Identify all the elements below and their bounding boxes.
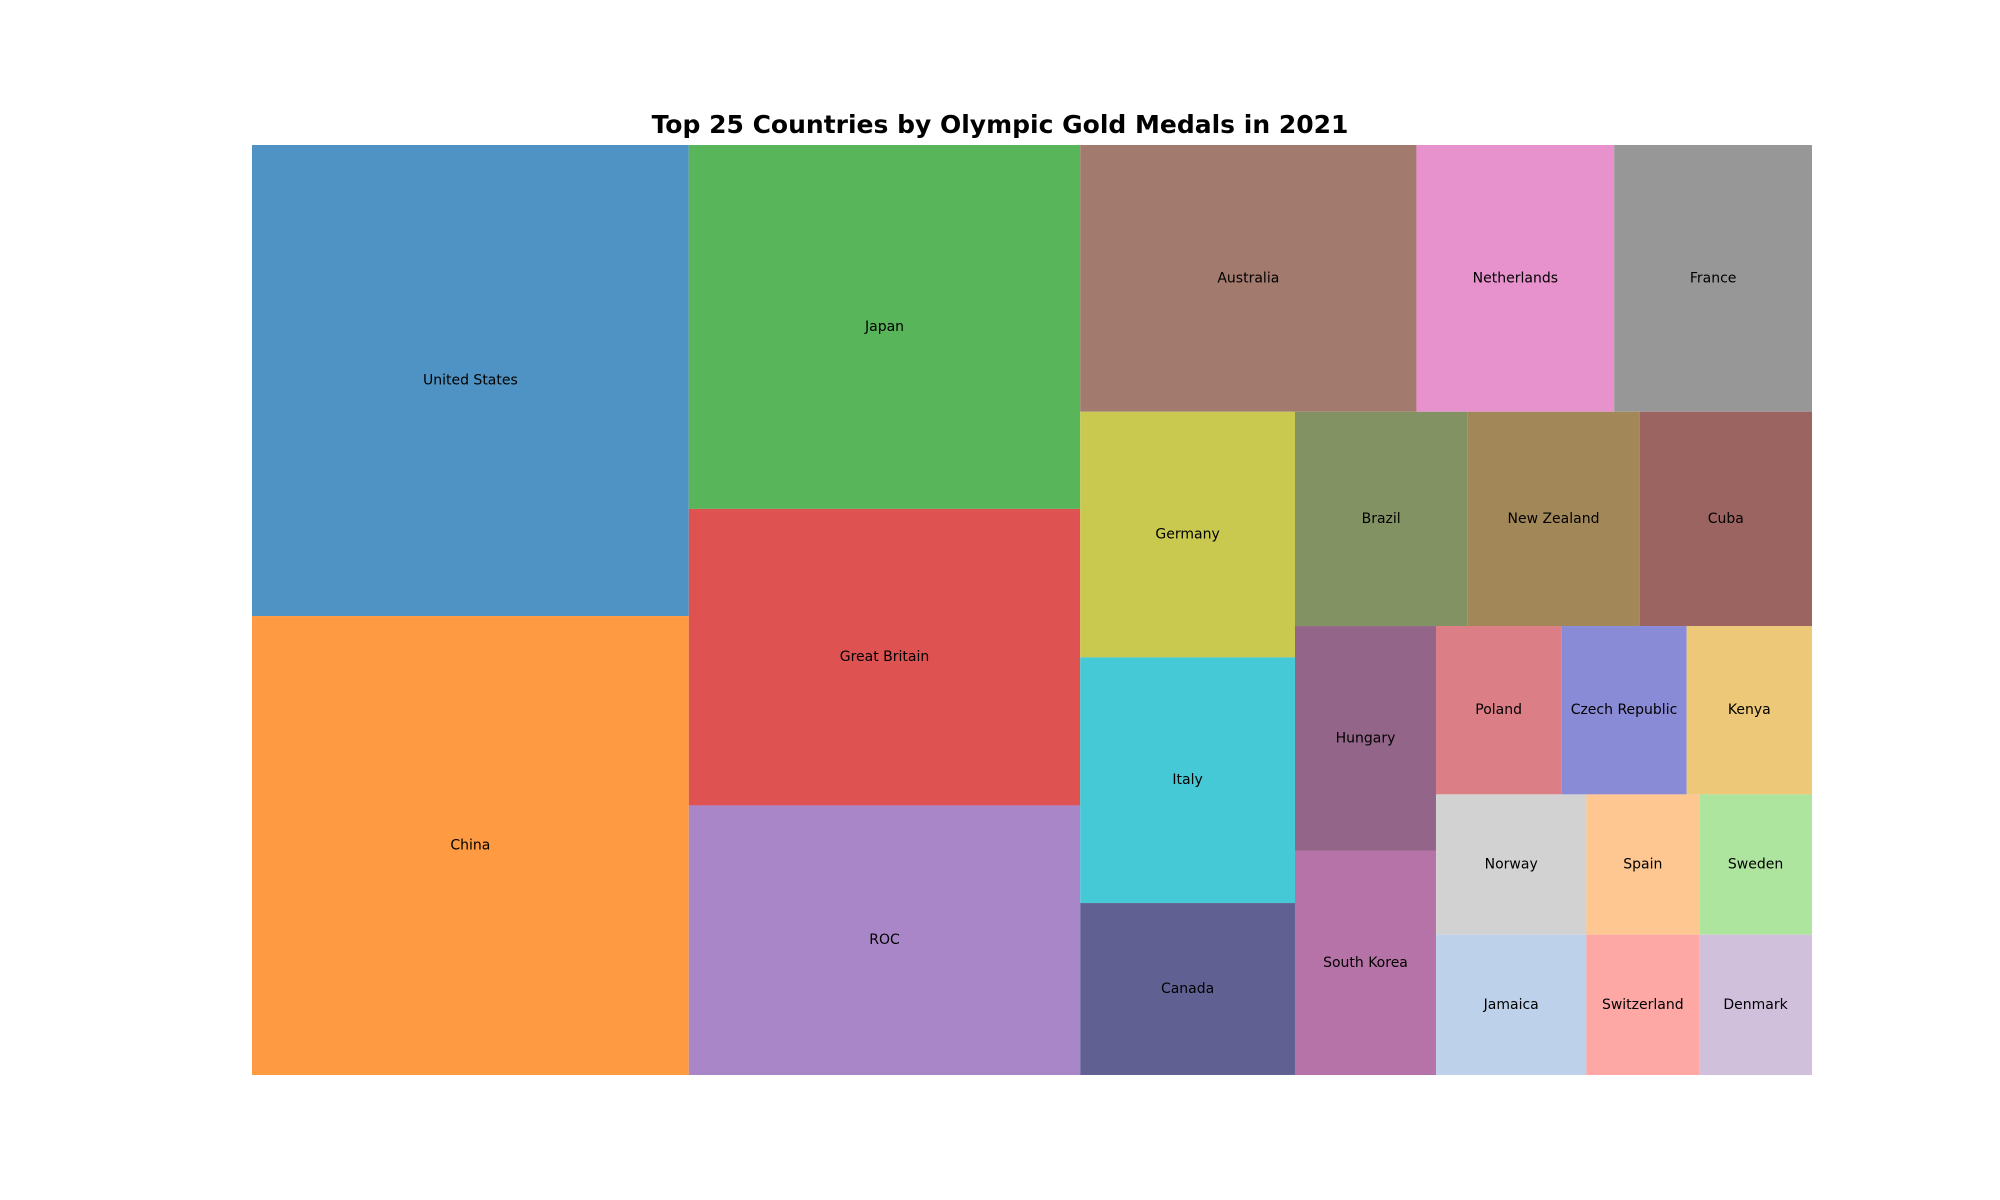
treemap-tile-italy — [1080, 657, 1295, 904]
treemap-tile-canada — [1080, 903, 1295, 1075]
chart-title: Top 25 Countries by Olympic Gold Medals … — [651, 110, 1349, 139]
treemap-label-france: France — [1690, 270, 1737, 286]
treemap-label-poland: Poland — [1475, 702, 1522, 718]
treemap-label-sweden: Sweden — [1728, 857, 1783, 873]
treemap-tile-spain — [1586, 794, 1700, 935]
treemap-tile-united-states — [252, 145, 689, 617]
treemap-tile-czech-republic — [1561, 626, 1687, 795]
treemap-tile-new-zealand — [1467, 411, 1640, 627]
treemap-tile-switzerland — [1586, 934, 1700, 1075]
treemap-label-roc: ROC — [869, 932, 900, 948]
treemap-label-norway: Norway — [1485, 857, 1538, 873]
treemap-label-czech-republic: Czech Republic — [1571, 702, 1678, 718]
treemap-label-china: China — [450, 838, 490, 854]
treemap-label-denmark: Denmark — [1723, 997, 1788, 1013]
treemap-tile-kenya — [1686, 626, 1812, 795]
treemap-tile-roc — [688, 805, 1081, 1075]
treemap-tile-germany — [1080, 411, 1295, 658]
treemap-tile-china — [252, 616, 689, 1075]
treemap-label-great-britain: Great Britain — [840, 649, 930, 665]
treemap-tile-great-britain — [688, 508, 1081, 806]
treemap-tile-denmark — [1699, 934, 1812, 1075]
treemap-tile-japan — [688, 145, 1081, 509]
treemap-tile-australia — [1080, 145, 1417, 412]
treemap-tile-brazil — [1294, 411, 1468, 627]
treemap-label-japan: Japan — [864, 319, 904, 335]
treemap-tile-jamaica — [1435, 934, 1587, 1075]
treemap-tile-south-korea — [1294, 850, 1436, 1075]
treemap-tile-hungary — [1294, 626, 1436, 851]
treemap-tile-norway — [1435, 794, 1587, 935]
treemap-label-netherlands: Netherlands — [1473, 270, 1558, 286]
treemap-label-canada: Canada — [1161, 981, 1214, 997]
treemap-tile-cuba — [1639, 411, 1812, 627]
treemap-tile-netherlands — [1416, 145, 1615, 412]
treemap-label-jamaica: Jamaica — [1483, 997, 1539, 1013]
treemap-label-italy: Italy — [1172, 772, 1202, 788]
treemap-label-switzerland: Switzerland — [1602, 997, 1684, 1013]
treemap-label-brazil: Brazil — [1362, 511, 1401, 527]
treemap-label-united-states: United States — [423, 373, 518, 389]
treemap-label-hungary: Hungary — [1336, 730, 1396, 746]
treemap-label-spain: Spain — [1623, 857, 1662, 873]
treemap-tile-france — [1614, 145, 1812, 412]
treemap-tile-sweden — [1699, 794, 1812, 935]
treemap-label-new-zealand: New Zealand — [1507, 511, 1599, 527]
treemap-label-australia: Australia — [1217, 270, 1279, 286]
treemap-label-cuba: Cuba — [1708, 511, 1744, 527]
treemap-label-kenya: Kenya — [1728, 702, 1771, 718]
treemap-label-south-korea: South Korea — [1323, 955, 1408, 971]
treemap-label-germany: Germany — [1155, 527, 1219, 543]
treemap-tile-poland — [1435, 626, 1562, 795]
